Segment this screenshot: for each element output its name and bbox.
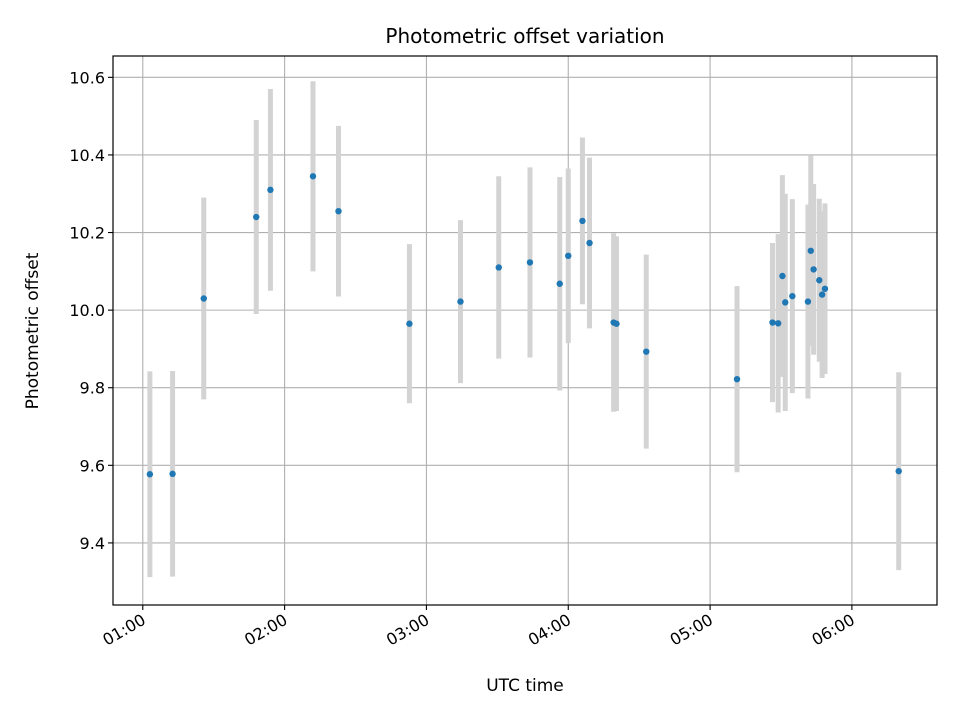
data-point [774,320,782,327]
errorbars [147,81,902,578]
data-point [769,319,776,326]
data-points [146,173,902,478]
axis-ticks: 01:00 02:00 03:00 04:00 05:00 06:00 9.4 9.6 9.8 1… [69,68,858,649]
data-point [309,173,317,180]
data-point [579,217,586,225]
x-tick-label: 02:00 [241,610,290,650]
x-tick-label: 03:00 [383,610,432,650]
data-point [565,252,572,260]
data-point [818,291,826,298]
data-point [779,272,786,280]
chart-title: Photometric offset variation [385,24,664,48]
data-point [335,207,342,215]
y-tick-label: 10.4 [69,146,105,165]
grid [113,56,937,605]
y-tick-label: 10.6 [69,68,105,87]
data-point [804,298,812,305]
data-point [457,298,464,305]
x-tick-label: 06:00 [808,610,857,650]
data-point [643,348,650,355]
y-axis-label: Photometric offset [23,252,43,409]
data-point [556,280,563,287]
data-point [733,375,741,383]
data-point [586,239,593,247]
data-point [495,264,502,271]
x-tick-label: 04:00 [525,610,574,650]
y-tick-label: 9.6 [80,456,105,475]
data-point [253,213,260,221]
y-tick-label: 10.2 [69,224,105,243]
data-point [267,186,274,194]
data-point [895,467,902,475]
y-tick-label: 10.0 [69,301,105,320]
data-point [146,471,154,478]
data-point [807,247,814,254]
data-point [613,320,620,327]
data-point [169,470,176,478]
data-point [810,266,817,273]
y-tick-label: 9.4 [80,534,105,553]
data-point [789,292,796,300]
data-point [406,320,413,327]
x-tick-label: 01:00 [99,610,148,650]
data-point [782,299,789,306]
data-point [526,259,534,266]
data-point [200,295,207,302]
x-tick-label: 05:00 [667,610,716,650]
data-point [816,277,823,284]
y-tick-label: 9.8 [80,379,105,398]
x-axis-label: UTC time [486,676,564,696]
data-point [821,285,829,292]
plot-area-frame [112,55,938,606]
